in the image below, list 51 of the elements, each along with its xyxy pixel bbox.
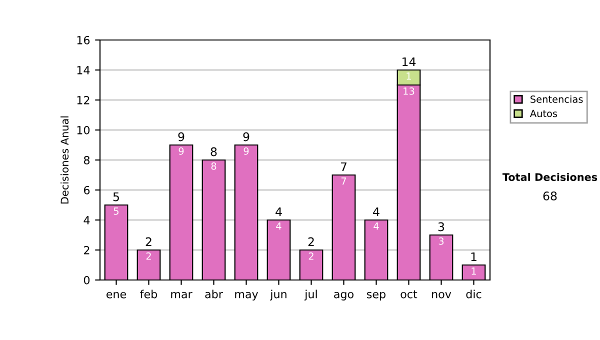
x-tick-label: nov — [432, 292, 452, 298]
data-label: 9 — [244, 147, 249, 155]
data-label: 2 — [146, 252, 151, 260]
legend-label: Autos — [530, 110, 558, 118]
total-label: 14 — [402, 57, 416, 66]
total-label: 7 — [340, 162, 346, 172]
total-label: 8 — [210, 147, 217, 156]
x-tick-label: ene — [106, 292, 126, 298]
total-label: 3 — [438, 222, 444, 232]
x-tick-label: dic — [466, 290, 482, 298]
data-label: 3 — [438, 237, 444, 245]
y-tick-label: 16 — [77, 36, 90, 44]
y-tick-label: 0 — [84, 276, 90, 284]
x-tick-label: ago — [334, 292, 354, 300]
total-label: 9 — [243, 132, 250, 142]
data-label: 5 — [114, 208, 118, 215]
y-tick-label: 6 — [84, 186, 90, 194]
text: Total Decisiones — [502, 172, 598, 182]
total-label: 2 — [146, 237, 152, 246]
data-label: 4 — [374, 222, 379, 230]
y-tick-label: 12 — [77, 96, 90, 104]
data-label: 1 — [406, 72, 411, 80]
x-tick-label: mar — [171, 292, 192, 298]
total-label: 2 — [308, 237, 314, 246]
total-label: 4 — [373, 207, 380, 216]
total-label: 1 — [471, 252, 476, 262]
data-label: 8 — [211, 162, 216, 170]
total-label: 4 — [276, 207, 282, 216]
x-tick-label: abr — [205, 290, 223, 298]
y-tick-label: 2 — [84, 246, 90, 254]
data-label: 4 — [276, 222, 282, 230]
total-label: 9 — [178, 132, 184, 142]
data-label: 13 — [404, 87, 414, 95]
y-tick-label: 4 — [84, 216, 90, 224]
y-tick-label: 8 — [84, 156, 90, 164]
x-tick-label: oct — [400, 290, 418, 298]
data-label: 1 — [472, 268, 476, 275]
text: 68 — [543, 191, 557, 200]
x-tick-label: may — [235, 292, 258, 300]
x-tick-label: jul — [304, 290, 317, 300]
data-label: 2 — [308, 252, 314, 260]
x-tick-label: feb — [140, 290, 158, 298]
data-label: 9 — [178, 147, 184, 155]
total-label: 5 — [113, 192, 119, 202]
x-tick-label: jun — [270, 290, 286, 300]
x-tick-label: sep — [367, 292, 386, 300]
y-tick-label: 10 — [77, 126, 90, 134]
legend-label: Sentencias — [530, 95, 583, 103]
data-label: 7 — [341, 178, 346, 185]
y-axis-title: Decisiones Anual — [60, 116, 69, 204]
y-tick-label: 14 — [77, 66, 90, 74]
